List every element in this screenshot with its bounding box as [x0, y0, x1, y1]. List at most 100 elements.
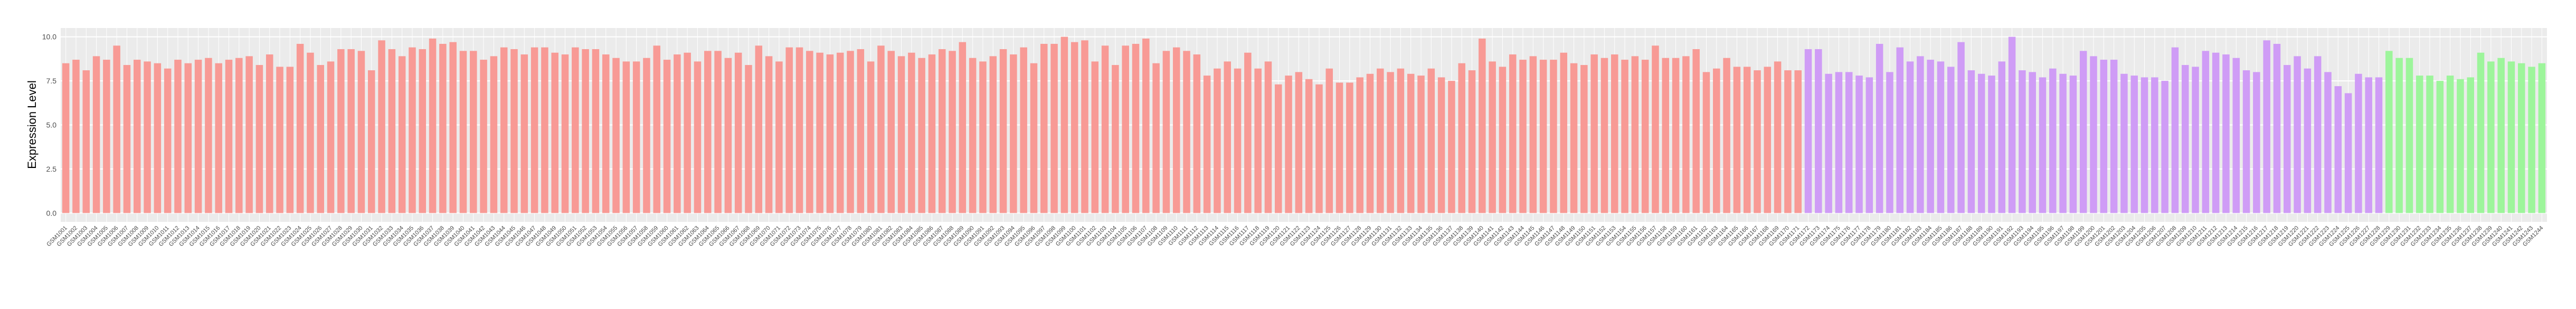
bar — [1499, 67, 1507, 213]
bar — [2344, 93, 2352, 213]
bar — [235, 58, 243, 213]
bar — [2507, 61, 2515, 213]
bar — [836, 52, 844, 213]
bar — [1876, 44, 1883, 213]
bar — [1132, 44, 1140, 213]
bar — [561, 54, 569, 213]
bar — [949, 51, 956, 213]
bar — [1397, 68, 1405, 213]
bar — [2436, 81, 2444, 213]
bar — [2222, 54, 2230, 213]
bar — [1081, 40, 1088, 213]
bar — [449, 42, 457, 213]
bar — [1366, 73, 1374, 213]
bar — [2324, 72, 2332, 213]
bar — [694, 61, 702, 213]
bar — [1600, 58, 1608, 213]
bar — [2395, 58, 2403, 213]
y-tick-label: 7.5 — [46, 77, 57, 85]
bar — [1865, 77, 1873, 213]
bar — [1886, 72, 1893, 213]
bar — [1030, 63, 1038, 213]
bar — [1224, 61, 1231, 213]
bar — [470, 51, 477, 213]
bar — [154, 63, 162, 213]
bar — [2059, 73, 2067, 213]
bar — [622, 61, 630, 213]
bar — [1641, 60, 1649, 213]
bar — [2528, 67, 2535, 213]
bar — [684, 52, 691, 213]
bar — [1274, 84, 1282, 213]
bar — [1448, 81, 1455, 213]
bar — [1733, 67, 1741, 213]
bar — [1784, 70, 1792, 213]
bar — [1988, 76, 1995, 213]
bar — [1377, 68, 1384, 213]
bar — [1855, 76, 1863, 213]
bar — [551, 52, 558, 213]
bar — [1336, 82, 1343, 213]
bar — [429, 39, 437, 213]
bar — [1906, 61, 1914, 213]
bar — [1407, 73, 1415, 213]
bar — [2110, 60, 2118, 213]
bar — [1387, 72, 1394, 213]
bar — [999, 49, 1007, 213]
bar — [1815, 49, 1822, 213]
bar — [113, 45, 120, 213]
bar — [1234, 68, 1242, 213]
bar — [367, 70, 375, 213]
bar — [1040, 44, 1048, 213]
bar — [592, 49, 600, 213]
bar — [1529, 56, 1537, 213]
bar — [2120, 73, 2128, 213]
bar — [2253, 72, 2260, 213]
bar — [266, 54, 273, 213]
bar — [1509, 54, 1517, 213]
bar — [704, 51, 712, 213]
bar — [1927, 60, 1934, 213]
bar — [1020, 47, 1027, 213]
bar — [908, 52, 915, 213]
bar — [2242, 70, 2250, 213]
bar — [276, 67, 283, 213]
bar — [877, 45, 885, 213]
bar — [1794, 70, 1802, 213]
bar — [1539, 60, 1547, 213]
bar — [1325, 68, 1333, 213]
bar — [1550, 60, 1557, 213]
bar — [2385, 51, 2393, 213]
bar — [255, 65, 263, 213]
bar — [1754, 70, 1761, 213]
bar — [2467, 77, 2474, 213]
bar — [653, 45, 660, 213]
bar — [92, 56, 100, 213]
bar — [2487, 61, 2495, 213]
bar — [2457, 79, 2464, 213]
bar — [1254, 68, 1262, 213]
bar — [378, 40, 385, 213]
bar — [582, 49, 589, 213]
bar — [215, 63, 222, 213]
bar — [500, 47, 508, 213]
bar — [1977, 73, 1985, 213]
bar — [1417, 76, 1425, 213]
bar — [1621, 60, 1628, 213]
bar — [1264, 61, 1272, 213]
bar — [1285, 76, 1292, 213]
bar — [979, 61, 987, 213]
bar — [816, 52, 823, 213]
bar — [245, 56, 253, 213]
bar — [1091, 61, 1099, 213]
bar — [2304, 68, 2312, 213]
bar — [2049, 68, 2057, 213]
bar — [1723, 58, 1730, 213]
bar — [164, 68, 172, 213]
bar — [134, 60, 141, 213]
bar — [1172, 47, 1180, 213]
bar — [103, 60, 110, 213]
bar — [938, 49, 946, 213]
bar — [2202, 51, 2210, 213]
